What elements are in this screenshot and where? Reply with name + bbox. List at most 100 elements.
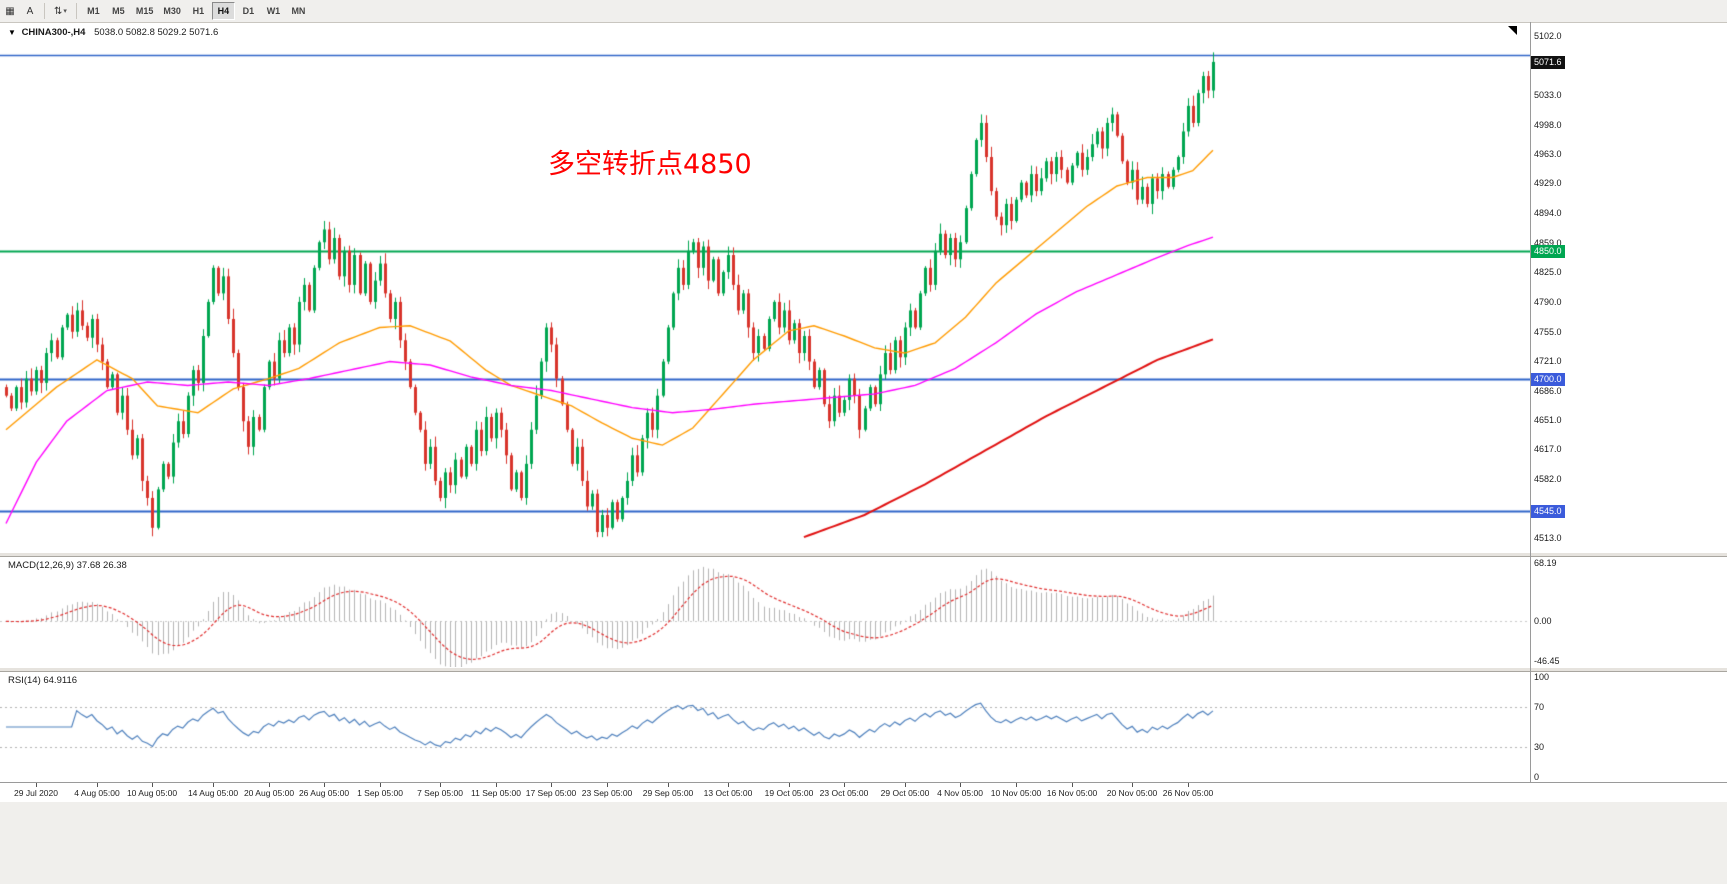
time-tick xyxy=(728,783,729,787)
price-level-badge: 4850.0 xyxy=(1531,244,1565,258)
time-tick xyxy=(1016,783,1017,787)
time-tick xyxy=(844,783,845,787)
macd-indicator-label: MACD(12,26,9) 37.68 26.38 xyxy=(8,560,127,571)
price-tick-label: 4790.0 xyxy=(1534,296,1562,307)
price-tick-label: 4582.0 xyxy=(1534,474,1562,485)
rsi-canvas[interactable] xyxy=(0,672,1530,782)
price-tick-label: 4721.0 xyxy=(1534,355,1562,366)
time-tick xyxy=(324,783,325,787)
toolbar-separator xyxy=(75,3,77,19)
timeframe-button-d1[interactable]: D1 xyxy=(242,6,255,16)
price-tick-label: 4825.0 xyxy=(1534,267,1562,278)
rsi-tick-label: 0 xyxy=(1534,772,1540,782)
price-tick-label: 4998.0 xyxy=(1534,119,1562,130)
timeframe-button-m5[interactable]: M5 xyxy=(112,6,125,16)
price-level-badge: 4700.0 xyxy=(1531,372,1565,386)
timeframe-button-mn[interactable]: MN xyxy=(291,6,306,16)
timeframe-button-m30[interactable]: M30 xyxy=(163,6,181,16)
time-tick xyxy=(905,783,906,787)
price-level-badge: 5071.6 xyxy=(1531,55,1565,69)
price-tick-label: 4755.0 xyxy=(1534,326,1562,337)
time-tick-label: 20 Nov 05:00 xyxy=(1106,788,1158,798)
price-tick-label: 5102.0 xyxy=(1534,31,1562,41)
rsi-indicator-label: RSI(14) 64.9116 xyxy=(8,675,78,686)
timeframe-button-h4[interactable]: H4 xyxy=(211,2,235,20)
chart-grid-icon[interactable]: ▦ xyxy=(5,5,15,17)
time-tick-label: 10 Aug 05:00 xyxy=(126,788,178,798)
time-tick-label: 26 Nov 05:00 xyxy=(1162,788,1214,798)
time-tick-label: 17 Sep 05:00 xyxy=(525,788,577,798)
time-tick xyxy=(668,783,669,787)
price-tick-label: 4686.0 xyxy=(1534,385,1562,396)
time-tick-label: 23 Oct 05:00 xyxy=(819,788,869,798)
window-bottom-filler xyxy=(0,802,1727,884)
time-tick xyxy=(1188,783,1189,787)
timeframe-button-h1[interactable]: H1 xyxy=(192,6,205,16)
time-tick xyxy=(440,783,441,787)
time-tick-label: 4 Aug 05:00 xyxy=(74,788,120,798)
price-chart-canvas[interactable] xyxy=(0,22,1530,552)
time-tick xyxy=(213,783,214,787)
timeframe-button-m1[interactable]: M1 xyxy=(87,6,100,16)
chart-text-annotation: 多空转折点4850 xyxy=(548,149,752,180)
timeframe-button-m15[interactable]: M15 xyxy=(135,6,154,16)
time-tick xyxy=(789,783,790,787)
price-tick-label: 4651.0 xyxy=(1534,415,1562,426)
ohlc-marker-icon: ▼ xyxy=(8,28,16,37)
macd-tick-label: 0.00 xyxy=(1534,616,1552,627)
price-tick-label: 5033.0 xyxy=(1534,89,1562,100)
cycle-timeframe-icon[interactable]: ⇅ ▾ xyxy=(50,2,71,20)
price-axis-border xyxy=(1530,22,1531,782)
time-tick-label: 29 Jul 2020 xyxy=(14,788,58,798)
time-tick-label: 20 Aug 05:00 xyxy=(243,788,295,798)
time-tick-label: 11 Sep 05:00 xyxy=(471,788,521,798)
panel-splitter[interactable] xyxy=(0,667,1727,672)
time-tick-label: 19 Oct 05:00 xyxy=(764,788,814,798)
macd-tick-label: -46.45 xyxy=(1534,656,1560,666)
time-tick xyxy=(960,783,961,787)
time-tick xyxy=(1072,783,1073,787)
time-tick-label: 16 Nov 05:00 xyxy=(1046,788,1098,798)
time-tick xyxy=(152,783,153,787)
time-tick xyxy=(97,783,98,787)
time-tick-label: 29 Oct 05:00 xyxy=(880,788,930,798)
toolbar-separator xyxy=(44,3,45,19)
rsi-tick-label: 100 xyxy=(1534,672,1550,682)
symbol-name: CHINA300-,H4 xyxy=(21,27,86,38)
rsi-tick-label: 30 xyxy=(1534,742,1545,752)
dropdown-caret-icon: ▾ xyxy=(63,8,67,15)
time-tick-label: 7 Sep 05:00 xyxy=(417,788,463,798)
scroll-to-end-icon[interactable] xyxy=(1508,26,1517,35)
price-tick-label: 4929.0 xyxy=(1534,178,1562,189)
price-tick-label: 4894.0 xyxy=(1534,208,1562,219)
macd-tick-label: 68.19 xyxy=(1534,558,1557,568)
time-tick-label: 14 Aug 05:00 xyxy=(187,788,239,798)
time-tick xyxy=(607,783,608,787)
panel-splitter[interactable] xyxy=(0,552,1727,557)
time-tick xyxy=(380,783,381,787)
time-tick xyxy=(36,783,37,787)
timeframe-button-group: M1 M5 M15 M30 H1 H4 D1 W1 MN xyxy=(81,2,311,20)
rsi-tick-label: 70 xyxy=(1534,702,1545,712)
time-tick-label: 13 Oct 05:00 xyxy=(703,788,753,798)
text-tool-button[interactable]: A xyxy=(26,5,34,17)
macd-canvas[interactable] xyxy=(0,557,1530,667)
time-tick-label: 23 Sep 05:00 xyxy=(581,788,633,798)
price-tick-label: 4513.0 xyxy=(1534,533,1562,543)
price-level-badge: 4545.0 xyxy=(1531,504,1565,518)
time-tick-label: 26 Aug 05:00 xyxy=(298,788,350,798)
time-tick-label: 29 Sep 05:00 xyxy=(642,788,694,798)
ohlc-values: 5038.0 5082.8 5029.2 5071.6 xyxy=(94,27,219,38)
timeframe-button-w1[interactable]: W1 xyxy=(266,6,281,16)
toolbar: ▦ A ⇅ ▾ M1 M5 M15 M30 H1 H4 D1 W1 MN xyxy=(0,0,1727,23)
time-axis[interactable]: 29 Jul 2020 4 Aug 05:00 10 Aug 05:00 14 Aug… xyxy=(0,782,1727,802)
up-down-arrows-icon: ⇅ xyxy=(54,5,63,17)
time-tick xyxy=(496,783,497,787)
price-tick-label: 4859.0 xyxy=(1534,238,1562,249)
time-tick-label: 10 Nov 05:00 xyxy=(990,788,1042,798)
symbol-ohlc-readout: ▼ CHINA300-,H4 5038.0 5082.8 5029.2 5071… xyxy=(8,27,218,38)
time-tick xyxy=(269,783,270,787)
price-tick-label: 4617.0 xyxy=(1534,444,1562,455)
time-tick-label: 4 Nov 05:00 xyxy=(937,788,983,798)
